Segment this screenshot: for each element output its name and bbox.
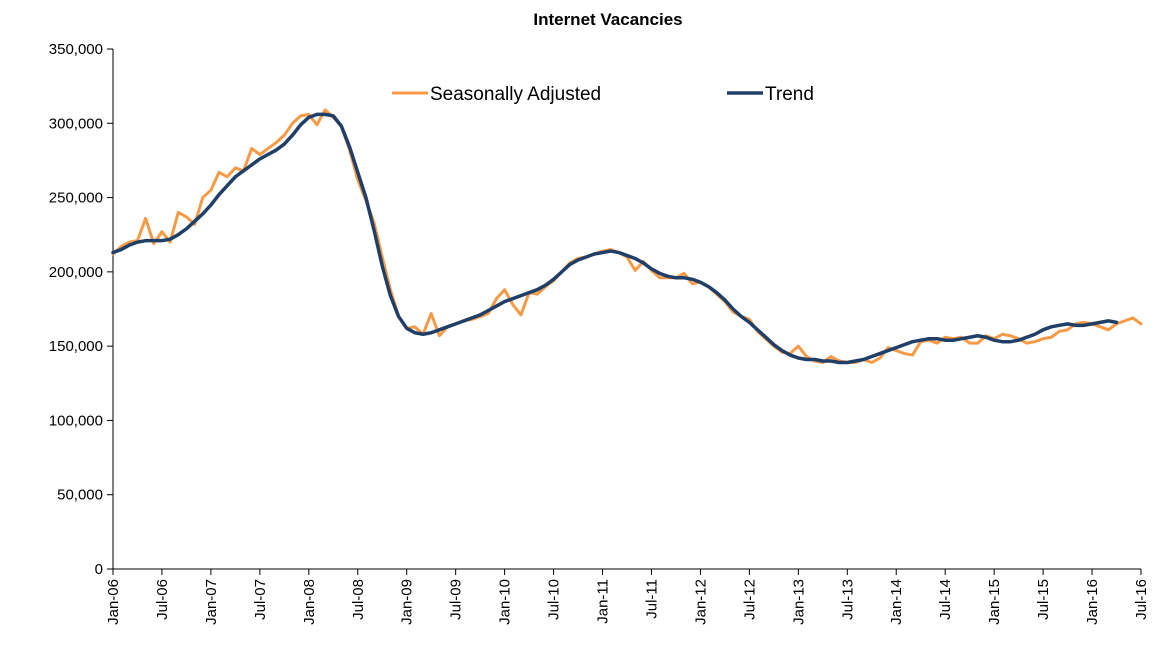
x-tick-label: Jul-07: [252, 579, 269, 620]
x-tick-label: Jan-13: [790, 579, 807, 625]
y-tick-label: 0: [95, 561, 103, 578]
x-tick-label: Jan-06: [105, 579, 122, 625]
series-line-seasonally-adjusted: [111, 108, 1143, 364]
x-tick-label: Jan-15: [986, 579, 1003, 625]
x-tick-label: Jul-06: [154, 579, 171, 620]
chart-title: Internet Vacancies: [533, 10, 682, 29]
x-tick-label: Jul-10: [546, 579, 563, 620]
y-tick-label: 200,000: [49, 264, 103, 281]
x-tick-label: Jan-14: [888, 579, 905, 625]
series-line-trend: [111, 112, 1119, 365]
y-tick-label: 300,000: [49, 115, 103, 132]
x-tick-label: Jul-09: [448, 579, 465, 620]
x-tick-label: Jul-16: [1133, 579, 1150, 620]
y-tick-label: 250,000: [49, 190, 103, 207]
series-layer: [111, 108, 1143, 365]
y-tick-label: 150,000: [49, 338, 103, 355]
x-tick-label: Jul-08: [350, 579, 367, 620]
legend-label-trend: Trend: [765, 84, 814, 105]
y-tick-label: 100,000: [49, 412, 103, 429]
x-tick-label: Jan-10: [497, 579, 514, 625]
x-tick-label: Jan-09: [399, 579, 416, 625]
y-tick-label: 350,000: [49, 41, 103, 58]
x-tick-label: Jul-11: [643, 579, 660, 619]
x-tick-label: Jul-12: [741, 579, 758, 620]
x-tick-label: Jan-08: [301, 579, 318, 625]
axes: 0 50,000 100,000 150,000 200,000 250,000 300,0…: [49, 41, 1150, 625]
x-tick-label: Jan-07: [203, 579, 220, 625]
x-tick-label: Jan-11: [595, 579, 612, 624]
x-tick-label: Jul-15: [1035, 579, 1052, 620]
x-tick-label: Jan-12: [692, 579, 709, 625]
x-tick-label: Jul-13: [839, 579, 856, 620]
legend: Seasonally Adjusted Trend: [392, 84, 814, 105]
x-tick-label: Jan-16: [1084, 579, 1101, 625]
x-tick-label: Jul-14: [937, 579, 954, 620]
legend-label-seasonally-adjusted: Seasonally Adjusted: [430, 84, 601, 105]
y-tick-label: 50,000: [57, 487, 103, 504]
